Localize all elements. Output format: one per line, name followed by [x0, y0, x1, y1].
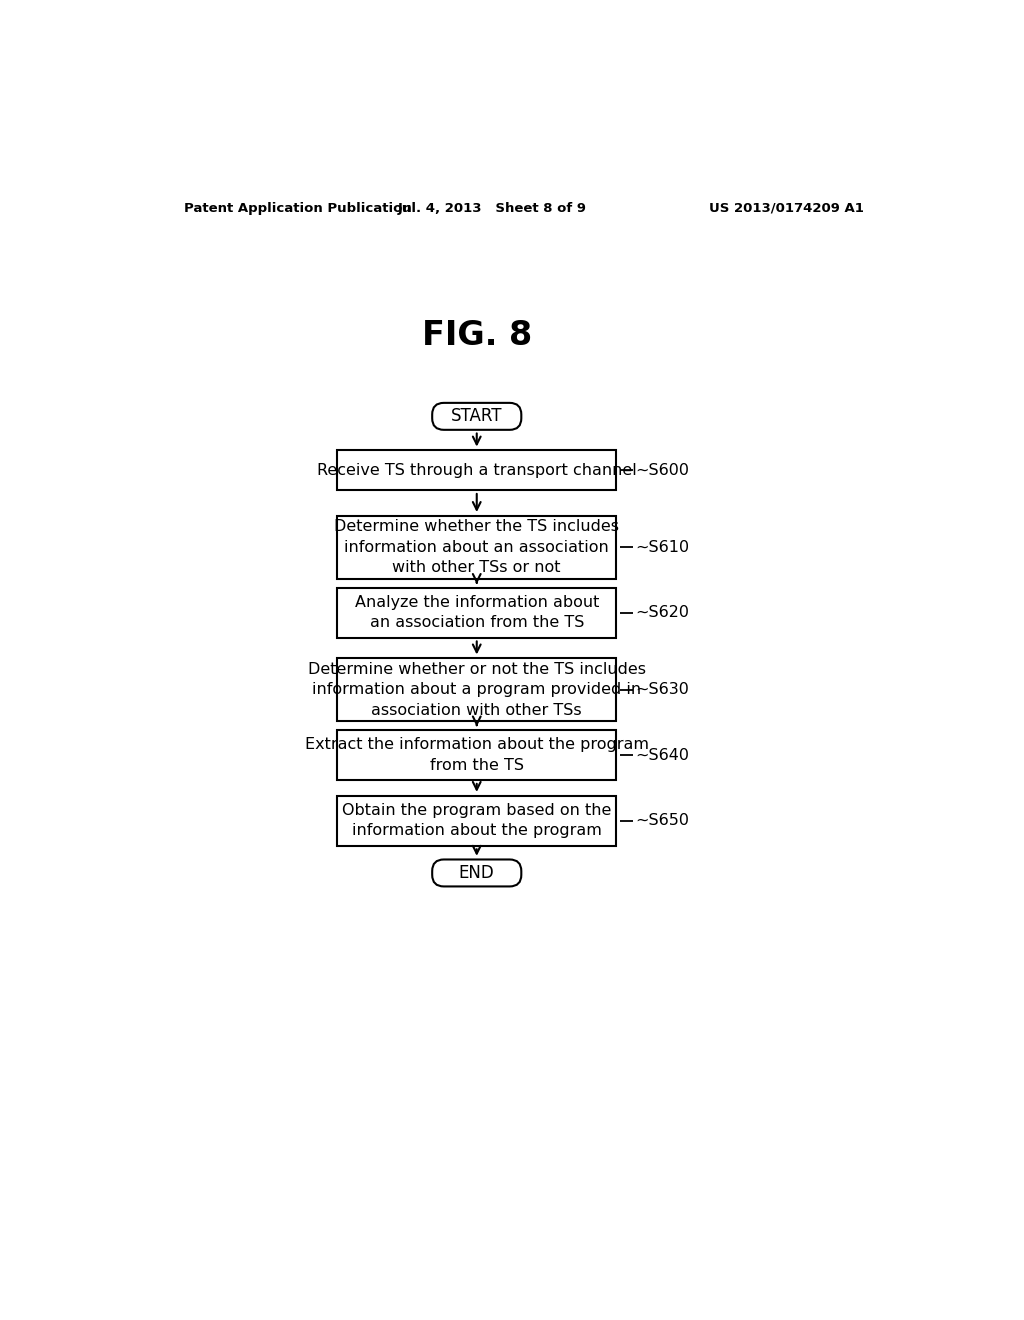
Text: Obtain the program based on the
information about the program: Obtain the program based on the informat… [342, 803, 611, 838]
Bar [337, 587, 616, 638]
Bar [337, 659, 616, 721]
FancyBboxPatch shape [432, 859, 521, 887]
Text: US 2013/0174209 A1: US 2013/0174209 A1 [710, 202, 864, 215]
Text: Extract the information about the program
from the TS: Extract the information about the progra… [305, 738, 649, 772]
Text: Receive TS through a transport channel: Receive TS through a transport channel [316, 463, 637, 478]
Text: ~S620: ~S620 [636, 605, 689, 620]
Text: Determine whether or not the TS includes
information about a program provided in: Determine whether or not the TS includes… [308, 661, 646, 718]
Text: Analyze the information about
an association from the TS: Analyze the information about an associa… [354, 595, 599, 631]
Text: Jul. 4, 2013   Sheet 8 of 9: Jul. 4, 2013 Sheet 8 of 9 [397, 202, 587, 215]
Text: END: END [459, 865, 495, 882]
Text: ~S640: ~S640 [636, 747, 689, 763]
Text: ~S600: ~S600 [636, 463, 689, 478]
Text: ~S630: ~S630 [636, 682, 689, 697]
Text: START: START [451, 408, 503, 425]
Bar [337, 450, 616, 490]
Bar [337, 516, 616, 579]
Bar [337, 730, 616, 780]
Text: FIG. 8: FIG. 8 [422, 319, 531, 352]
Text: Patent Application Publication: Patent Application Publication [183, 202, 412, 215]
Bar [337, 796, 616, 846]
Text: Determine whether the TS includes
information about an association
with other TS: Determine whether the TS includes inform… [334, 519, 620, 576]
FancyBboxPatch shape [432, 403, 521, 430]
Text: ~S610: ~S610 [636, 540, 690, 554]
Text: ~S650: ~S650 [636, 813, 689, 828]
